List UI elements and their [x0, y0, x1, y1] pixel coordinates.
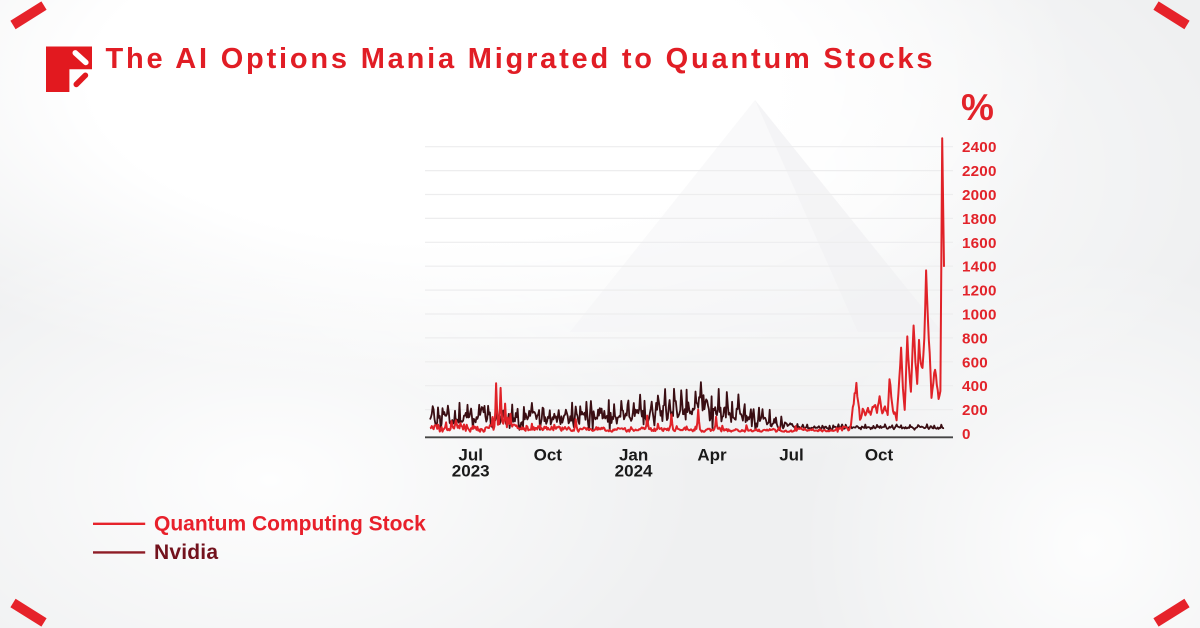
svg-text:2400: 2400	[962, 139, 997, 156]
svg-text:800: 800	[962, 330, 988, 347]
svg-text:Oct: Oct	[534, 446, 563, 465]
svg-text:1000: 1000	[962, 307, 997, 324]
svg-text:1200: 1200	[962, 283, 997, 300]
svg-text:0: 0	[962, 426, 971, 443]
svg-text:2200: 2200	[962, 163, 997, 180]
svg-text:2023: 2023	[452, 462, 490, 481]
svg-text:Jan: Jan	[619, 446, 648, 465]
svg-text:400: 400	[962, 378, 988, 395]
svg-text:%: %	[961, 87, 994, 128]
svg-text:Apr: Apr	[697, 446, 727, 465]
svg-text:600: 600	[962, 354, 988, 371]
svg-text:Oct: Oct	[865, 446, 894, 465]
svg-text:Jul: Jul	[779, 446, 804, 465]
svg-text:Jul: Jul	[458, 446, 483, 465]
svg-text:2000: 2000	[962, 187, 997, 204]
svg-text:1400: 1400	[962, 259, 997, 276]
svg-text:1600: 1600	[962, 235, 997, 252]
svg-text:2024: 2024	[615, 462, 653, 481]
svg-text:The AI Options Mania Migrated: The AI Options Mania Migrated to Quantum…	[106, 43, 936, 75]
svg-text:Nvidia: Nvidia	[154, 541, 218, 564]
svg-text:200: 200	[962, 402, 988, 419]
svg-text:1800: 1800	[962, 211, 997, 228]
svg-text:Quantum Computing Stock: Quantum Computing Stock	[154, 513, 426, 536]
